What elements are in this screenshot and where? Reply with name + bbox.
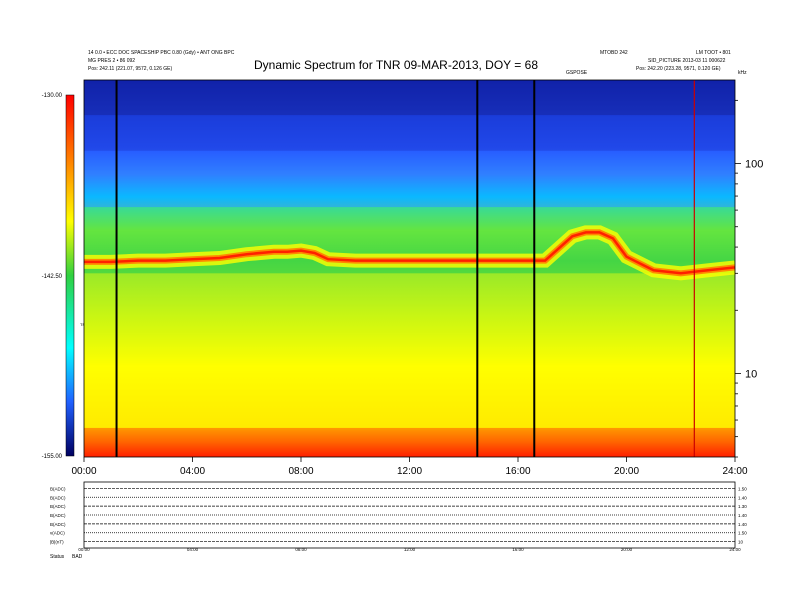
chart-title: Dynamic Spectrum for TNR 09-MAR-2013, DO…: [254, 58, 538, 72]
lower-x-tick-label: 20:00: [621, 547, 633, 552]
lower-row-right-value: 1.40: [738, 495, 747, 500]
lower-panel: B(ADC) 1.50 B(ADC) 1.40 B(ADC) 1.30 B(ADC) 1.40…: [50, 481, 747, 560]
lower-row-label: B(ADC): [50, 495, 66, 500]
header-info-right-2: LM TOOT • 801: [696, 50, 731, 56]
lower-x-tick-label: 16:00: [512, 547, 524, 552]
band-band_red: [84, 427, 735, 457]
emission-core: [84, 231, 736, 275]
lower-row-label: |B|(nT): [50, 540, 64, 545]
lower-row-label: ν(ADC): [50, 531, 65, 536]
lower-x-tick-label: 04:00: [187, 547, 199, 552]
lower-row-right-value: 1.30: [738, 504, 747, 509]
lower-row-right-value: 1.50: [738, 486, 747, 491]
spectrogram-bands: [84, 80, 735, 457]
status-value: BAD: [72, 554, 83, 560]
lower-row-label: B(ADC): [50, 504, 66, 509]
lower-panel-rows: B(ADC) 1.50 B(ADC) 1.40 B(ADC) 1.30 B(ADC) 1.40…: [50, 486, 747, 544]
lower-row-label: B(ADC): [50, 522, 66, 527]
status-label: Status: [50, 554, 65, 560]
band-band_dark: [84, 80, 735, 116]
y-tick-label: 100: [745, 159, 763, 171]
y-tick-label: 10: [745, 368, 757, 380]
lower-row-right-value: 1.40: [738, 513, 747, 518]
x-tick-label: 24:00: [722, 466, 747, 477]
header-info-left-3: Pos: 242.11 (221.07, 9572, 0.126 GE): [88, 66, 173, 72]
header-info-left-1: 14 0.0 • ECC DOC SPACESHIP PBC 0.80 (Gdy…: [88, 50, 235, 56]
y-axis: 10 100: [735, 99, 763, 458]
lower-row-right-value: 10: [738, 540, 744, 545]
spectrogram-background: [84, 80, 735, 457]
x-tick-label: 20:00: [614, 466, 639, 477]
lower-x-tick-label: 00:00: [78, 547, 90, 552]
colorbar-tick-bottom: -155.00: [42, 454, 63, 460]
x-tick-label: 04:00: [180, 466, 205, 477]
x-tick-label: 00:00: [71, 466, 96, 477]
header-info-right-1: MTOBD 242: [600, 50, 628, 56]
lower-row-label: B(ADC): [50, 486, 66, 491]
x-tick-label: 16:00: [505, 466, 530, 477]
lower-x-axis: 00:00 04:00 08:00 12:00 16:00 20:00 24:00: [78, 547, 741, 552]
lower-row-right-value: 1.50: [738, 531, 747, 536]
lower-row-label: B(ADC): [50, 513, 66, 518]
band-band_cyan: [84, 150, 735, 208]
colorbar-tick-mid: -142.50: [42, 274, 63, 280]
band-band_yellow: [84, 273, 735, 428]
x-axis: 00:00 04:00 08:00 12:00 16:00 20:00 24:00: [71, 457, 748, 477]
header-info-left-2: MG PRES 2 • 86 092: [88, 58, 136, 64]
band-band_blue: [84, 115, 735, 151]
x-tick-label: 08:00: [288, 466, 313, 477]
lower-row-right-value: 1.40: [738, 522, 747, 527]
x-tick-label: 12:00: [397, 466, 422, 477]
colorbar: [65, 94, 75, 457]
lower-x-tick-label: 24:00: [729, 547, 741, 552]
corner-unit-label: kHz: [738, 70, 747, 76]
header-info-right-3: SID_PICTURE 2013-03 11 000622: [648, 58, 726, 64]
lower-x-tick-label: 08:00: [295, 547, 307, 552]
header-mid-label: GSPOSE: [566, 70, 588, 76]
lower-x-tick-label: 12:00: [404, 547, 416, 552]
emission-band: [84, 225, 736, 281]
vertical-event-lines: [115, 80, 695, 457]
colorbar-tick-top: -130.00: [42, 93, 63, 99]
lower-panel-frame: [83, 481, 736, 549]
header-info-right-4: Pos: 242.20 (223.28, 9571, 0.120 GE): [636, 66, 721, 72]
spectrogram: [83, 79, 736, 458]
